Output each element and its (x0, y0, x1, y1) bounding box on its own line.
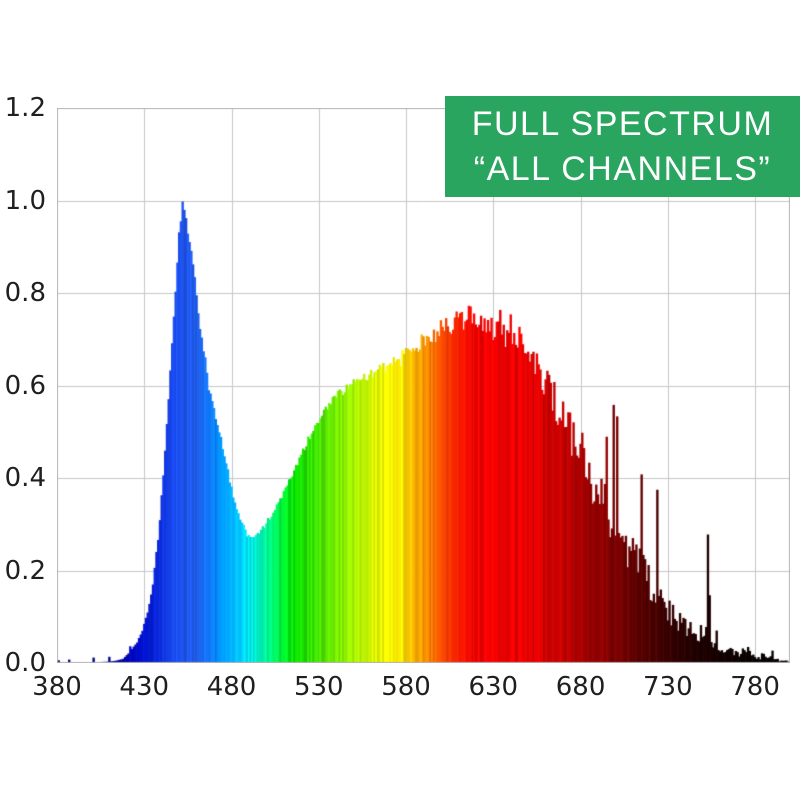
banner-subtitle: “ALL CHANNELS” (473, 149, 772, 188)
y-axis-tick-label: 0.4 (4, 463, 46, 493)
banner-title: FULL SPECTRUM (471, 104, 774, 143)
x-axis-tick-label: 430 (119, 672, 170, 702)
y-axis-tick-label: 1.2 (4, 93, 46, 123)
x-axis-tick-label: 730 (643, 672, 693, 702)
x-axis-tick-label: 530 (293, 672, 344, 702)
x-axis-tick-label: 780 (730, 672, 780, 702)
spectrum-chart-canvas (57, 108, 790, 663)
y-axis-tick-label: 0.2 (4, 555, 46, 586)
y-axis-tick-label: 0.8 (4, 278, 46, 308)
y-axis-tick-label: 0.6 (4, 370, 46, 401)
full-spectrum-banner: FULL SPECTRUM “ALL CHANNELS” (445, 96, 800, 197)
x-axis-tick-label: 480 (206, 672, 257, 702)
x-axis-tick-label: 680 (555, 672, 606, 702)
x-axis-tick-label: 580 (381, 672, 431, 702)
y-axis-tick-label: 0.0 (4, 648, 46, 678)
x-axis-tick-label: 380 (32, 672, 82, 702)
y-axis-tick-label: 1.0 (4, 185, 46, 216)
x-axis-tick-label: 630 (468, 672, 519, 702)
